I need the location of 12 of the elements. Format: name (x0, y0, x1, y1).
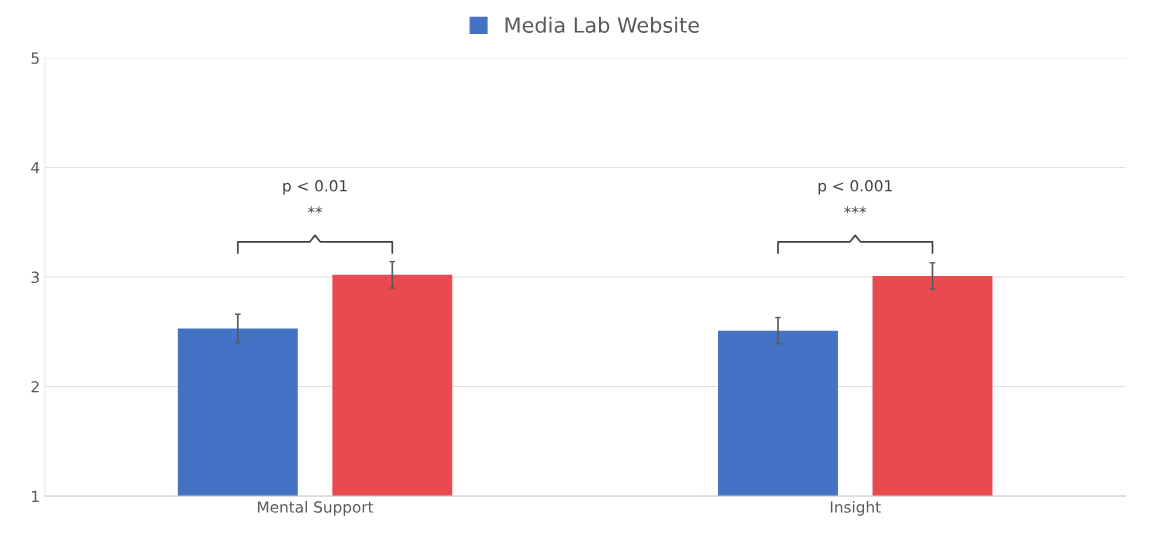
y-tick-label: 4 (31, 162, 40, 174)
annotation: p < 0.01 (283, 180, 347, 195)
annotation: ** (307, 206, 323, 214)
y-tick-label: 2 (31, 381, 39, 393)
annotation: p < 0.001 (818, 180, 892, 195)
x-tick-label: Mental Support (258, 500, 374, 516)
legend-label: Media Lab Website (505, 16, 699, 33)
y-tick-label: 3 (31, 271, 39, 284)
y-tick-label: 1 (32, 490, 39, 502)
y-tick-label: 5 (31, 52, 39, 64)
annotation: *** (844, 206, 867, 214)
x-tick-label: Insight (830, 500, 881, 516)
